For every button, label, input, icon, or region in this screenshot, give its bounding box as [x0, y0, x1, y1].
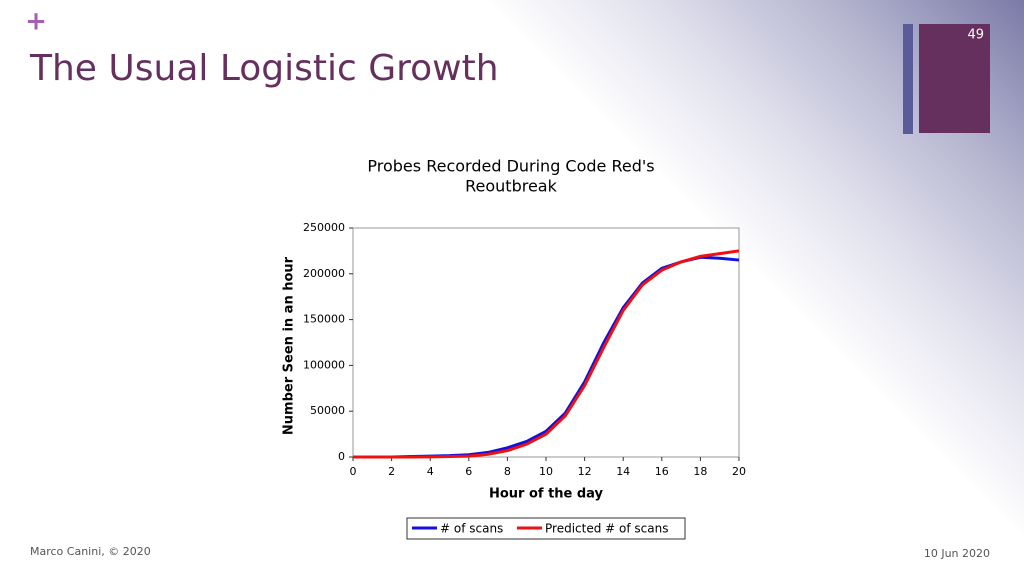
y-axis-label: Number Seen in an hour: [282, 256, 297, 435]
x-tick-label: 12: [578, 465, 592, 478]
x-tick-label: 6: [465, 465, 472, 478]
y-tick-label: 100000: [303, 358, 345, 371]
page-number: 49: [967, 28, 984, 43]
slide-heading: The Usual Logistic Growth: [29, 48, 499, 89]
x-tick-label: 10: [539, 465, 553, 478]
deco-bar: [903, 24, 913, 134]
x-tick-label: 0: [350, 465, 357, 478]
x-tick-label: 4: [427, 465, 434, 478]
footer-left: Marco Canini, © 2020: [30, 545, 151, 558]
x-tick-label: 18: [693, 465, 707, 478]
chart-title: Probes Recorded During Code Red's: [367, 157, 654, 176]
y-tick-label: 200000: [303, 267, 345, 280]
legend: [406, 517, 686, 540]
x-tick-label: 20: [732, 465, 746, 478]
y-tick-label: 250000: [303, 221, 345, 234]
x-tick-label: 8: [504, 465, 511, 478]
x-tick-label: 2: [388, 465, 395, 478]
y-tick-label: 0: [338, 450, 345, 463]
footer-right: 10 Jun 2020: [924, 547, 990, 560]
slide-mark: +: [25, 7, 47, 37]
legend-label: Predicted # of scans: [545, 522, 668, 536]
x-axis-label: Hour of the day: [489, 487, 604, 502]
page-box: [919, 24, 990, 133]
x-tick-label: 16: [655, 465, 669, 478]
series-line: [353, 249, 740, 459]
legend-label: # of scans: [440, 522, 503, 536]
x-tick-label: 14: [616, 465, 630, 478]
y-tick-label: 150000: [303, 313, 345, 326]
y-tick-label: 50000: [310, 404, 345, 417]
chart-title: Reoutbreak: [465, 177, 557, 196]
